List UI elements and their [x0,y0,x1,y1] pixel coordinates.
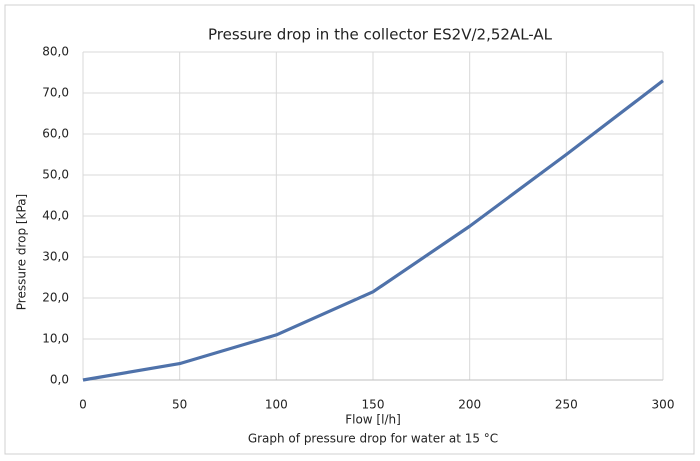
x-axis-label: Flow [l/h] [345,413,401,427]
y-tick-label: 10,0 [42,332,69,346]
x-tick-label: 100 [265,398,288,412]
y-tick-label: 60,0 [42,127,69,141]
chart-title: Pressure drop in the collector ES2V/2,52… [208,26,553,44]
x-tick-label: 200 [458,398,481,412]
y-tick-label: 50,0 [42,168,69,182]
x-tick-label: 0 [79,398,87,412]
x-tick-label: 300 [652,398,675,412]
y-tick-label: 20,0 [42,291,69,305]
x-tick-label: 150 [362,398,385,412]
data-line [82,79,664,382]
chart-border [4,4,695,455]
y-axis-label: Pressure drop [kPa] [15,194,29,310]
y-tick-label: 70,0 [42,86,69,100]
y-tick-label: 0,0 [50,373,69,387]
y-tick-label: 40,0 [42,209,69,223]
x-tick-label: 250 [555,398,578,412]
x-tick-label: 50 [172,398,187,412]
y-tick-label: 80,0 [42,45,69,59]
y-tick-label: 30,0 [42,250,69,264]
caption: Graph of pressure drop for water at 15 °… [248,432,498,446]
